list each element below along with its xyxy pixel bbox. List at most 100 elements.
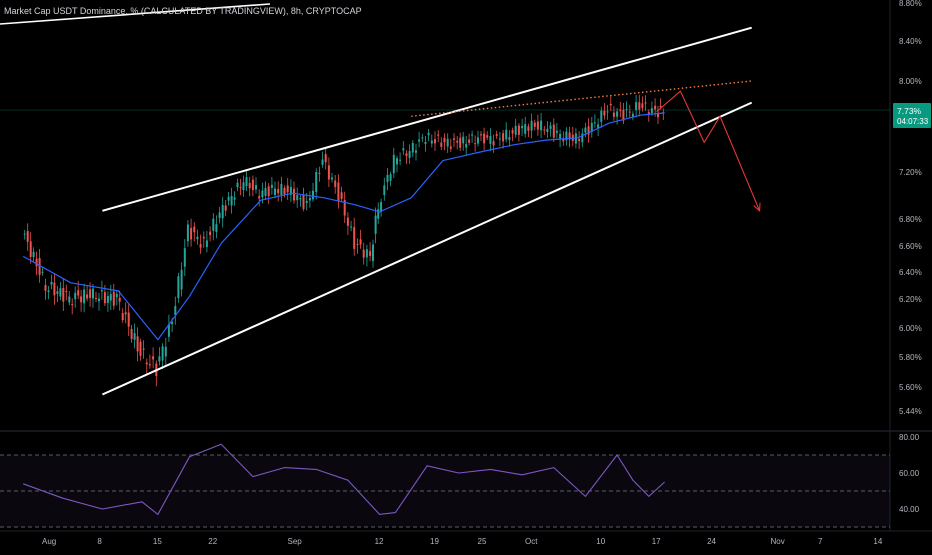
candle-body: [372, 244, 374, 261]
candle-body: [258, 196, 261, 199]
candle-body: [23, 233, 26, 235]
candle-body: [230, 196, 233, 206]
candle-body: [443, 137, 446, 143]
candle-body: [255, 185, 257, 190]
candle-body: [180, 269, 183, 290]
rsi-tick-label: 40.00: [899, 505, 920, 514]
candle-body: [459, 137, 462, 148]
candle-body: [142, 348, 145, 350]
candle-body: [340, 192, 343, 199]
time-tick-label: 12: [375, 537, 384, 546]
candle-body: [440, 142, 443, 147]
candle-body: [356, 243, 359, 245]
candle-body: [199, 244, 202, 248]
candle-body: [540, 120, 543, 131]
candle-body: [121, 313, 124, 320]
candle-body: [502, 133, 505, 142]
candle-body: [396, 158, 398, 165]
title-underline-drawing: [0, 3, 271, 25]
candle-body: [227, 196, 230, 201]
candle-body: [293, 188, 295, 201]
candle-body: [546, 128, 549, 132]
candle-body: [183, 248, 186, 267]
time-tick-label: 17: [652, 537, 661, 546]
candle-body: [148, 364, 151, 366]
resistance-dotted-line: [411, 80, 752, 117]
candle-body: [533, 122, 536, 127]
candle-body: [430, 140, 433, 144]
time-tick-label: Aug: [42, 537, 56, 546]
candle-body: [511, 130, 514, 134]
candle-body: [71, 304, 74, 306]
time-tick-label: Nov: [771, 537, 785, 546]
candle-body: [606, 111, 609, 113]
candle-body: [418, 139, 421, 142]
candle-body: [321, 159, 324, 165]
candle-body: [95, 298, 97, 299]
overlay-lines: [22, 26, 761, 396]
candle-body: [296, 195, 299, 201]
candle-body: [289, 187, 292, 195]
candle-body: [318, 172, 321, 174]
candle-body: [158, 356, 161, 362]
candle-body: [44, 285, 47, 291]
candle-body: [68, 296, 71, 303]
time-tick-label: 10: [596, 537, 605, 546]
candle-body: [622, 109, 625, 121]
rsi-bands: [0, 454, 890, 528]
candle-body: [590, 122, 593, 132]
candle-body: [109, 294, 112, 301]
axis-ticks: 8.80% 8.40% 8.00% 7.20% 6.80% 6.60% 6.40% 6.20%…: [42, 0, 922, 546]
candle-body: [471, 134, 474, 136]
candle-body: [638, 102, 641, 110]
price-tick-label: 8.80%: [899, 0, 922, 8]
candle-body: [597, 124, 600, 128]
candle-body: [261, 190, 264, 198]
candle-body: [549, 125, 552, 129]
candle-body: [593, 122, 596, 124]
price-tick-label: 7.20%: [899, 168, 922, 177]
candle-body: [362, 249, 365, 258]
candle-body: [133, 333, 136, 340]
candle-body: [251, 179, 254, 190]
candle-body: [568, 132, 571, 140]
candle-body: [86, 294, 89, 299]
candle-body: [415, 150, 417, 153]
candle-body: [167, 324, 170, 337]
candle-body: [635, 102, 638, 110]
candle-body: [468, 139, 471, 143]
candle-body: [286, 185, 289, 193]
candle-body: [498, 138, 501, 140]
candle-body: [245, 177, 248, 187]
candle-body: [205, 240, 208, 248]
candle-body: [612, 112, 615, 117]
candle-body: [480, 134, 482, 136]
candles: [23, 94, 665, 387]
candle-body: [65, 291, 68, 292]
candle-body: [619, 109, 622, 111]
candle-body: [41, 271, 44, 273]
candle-body: [56, 291, 59, 294]
time-tick-label: 7: [818, 537, 823, 546]
rsi-tick-label: 60.00: [899, 469, 920, 478]
candle-body: [92, 288, 94, 299]
candle-body: [559, 133, 562, 140]
projection-line: [656, 90, 761, 212]
candle-body: [218, 212, 221, 218]
price-tick-label: 8.00%: [899, 77, 922, 86]
channel-lower-line: [101, 101, 753, 396]
candle-body: [274, 188, 276, 195]
candle-body: [312, 190, 314, 200]
price-tick-label: 6.20%: [899, 295, 922, 304]
candle-body: [106, 296, 109, 303]
candle-body: [603, 110, 606, 116]
candle-body: [631, 113, 634, 118]
candle-body: [365, 249, 368, 258]
candle-body: [462, 136, 465, 144]
candle-body: [411, 143, 414, 153]
candle-body: [552, 124, 555, 138]
candle-body: [233, 197, 236, 200]
candle-body: [80, 296, 83, 303]
candle-body: [359, 239, 362, 245]
